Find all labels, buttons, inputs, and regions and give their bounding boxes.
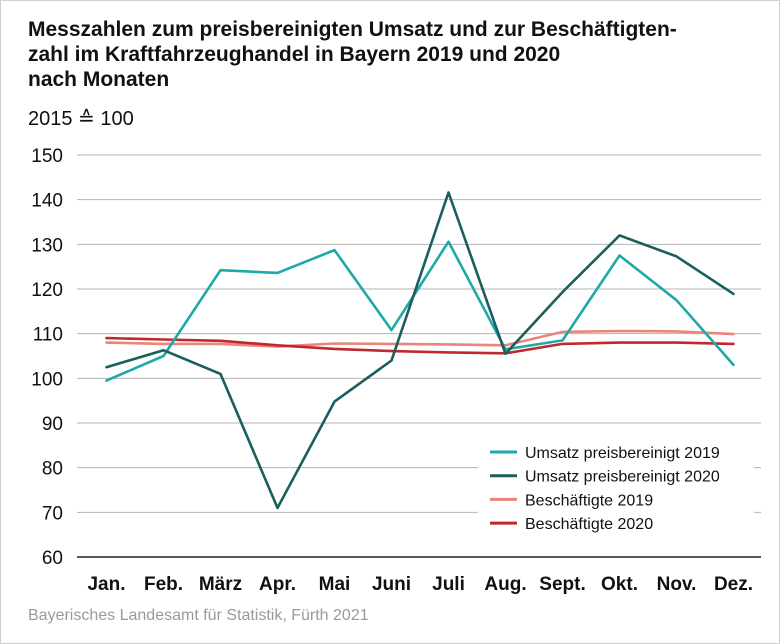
series-line-0 — [105, 240, 735, 382]
y-tick-label: 60 — [42, 548, 63, 569]
series-line-3 — [105, 336, 735, 355]
chart-title-line-1: Messzahlen zum preisbereinigten Umsatz u… — [28, 18, 677, 41]
y-tick-label: 110 — [33, 325, 63, 346]
y-tick-label: 100 — [31, 369, 63, 390]
chart-subtitle: 2015 ≙ 100 — [28, 108, 134, 130]
chart-title-line-2: zahl im Kraftfahrzeughandel in Bayern 20… — [28, 43, 561, 66]
y-tick-label: 150 — [31, 146, 63, 167]
x-tick-label: Aug. — [484, 574, 526, 595]
series-line-1 — [105, 191, 735, 510]
legend-label: Umsatz preisbereinigt 2019 — [525, 445, 720, 462]
y-tick-label: 130 — [31, 235, 63, 256]
x-tick-label: Juli — [432, 574, 465, 595]
x-tick-label: Nov. — [657, 574, 697, 595]
y-tick-label: 120 — [31, 280, 63, 301]
x-tick-label: März — [199, 574, 242, 595]
x-tick-label: Juni — [372, 574, 411, 595]
x-tick-label: Dez. — [714, 574, 753, 595]
x-tick-label: Okt. — [601, 574, 638, 595]
y-axis-ticks: 60 70 80 90 100 110 120 130 140 150 — [31, 146, 63, 569]
legend-label: Umsatz preisbereinigt 2020 — [525, 469, 720, 486]
series-line-2 — [105, 329, 735, 348]
y-tick-label: 80 — [42, 459, 63, 480]
x-tick-label: Feb. — [144, 574, 183, 595]
y-tick-label: 90 — [42, 414, 63, 435]
x-tick-label: Sept. — [539, 574, 585, 595]
x-tick-label: Apr. — [259, 574, 296, 595]
x-tick-label: Mai — [319, 574, 351, 595]
legend: Umsatz preisbereinigt 2019 Umsatz preisbe… — [478, 436, 754, 538]
x-axis-ticks: Jan. Feb. März Apr. Mai Juni Juli Aug. Sept. Okt.… — [87, 574, 753, 595]
legend-label: Beschäftigte 2019 — [525, 492, 653, 509]
source-note: Bayerisches Landesamt für Statistik, Für… — [28, 607, 369, 624]
legend-label: Beschäftigte 2020 — [525, 516, 653, 533]
legend-background — [478, 436, 754, 538]
x-tick-label: Jan. — [87, 574, 125, 595]
chart-title-line-3: nach Monaten — [28, 68, 170, 91]
y-tick-label: 140 — [31, 191, 63, 212]
chart-title: Messzahlen zum preisbereinigten Umsatz u… — [28, 17, 768, 92]
series-lines — [105, 191, 735, 510]
y-tick-label: 70 — [42, 503, 63, 524]
